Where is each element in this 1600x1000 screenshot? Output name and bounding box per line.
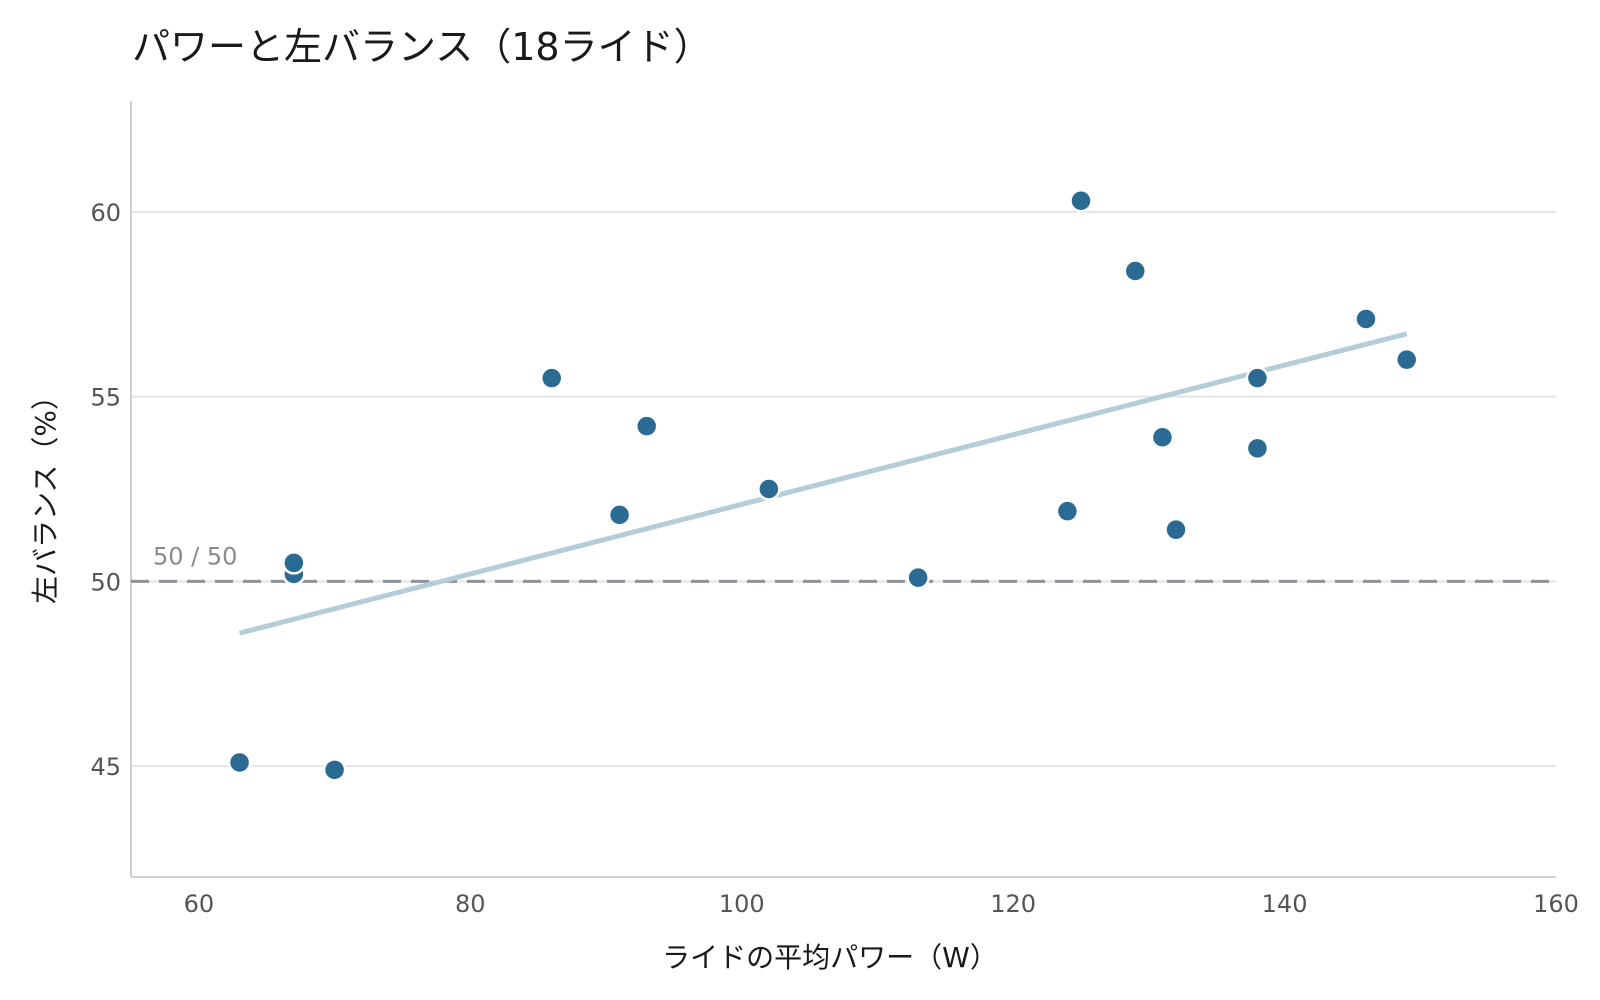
x-tick-label-100: 100 [719, 890, 765, 918]
grid-layer [131, 210, 1556, 768]
chart-title: パワーと左バランス（18ライド） [132, 25, 712, 69]
tick-layer: 45 50 55 60 60 80 100 120 140 160 [90, 199, 1578, 918]
y-tick-label-45: 45 [90, 753, 121, 781]
data-point [227, 750, 252, 775]
data-point [1055, 499, 1080, 523]
x-tick-label-160: 160 [1533, 890, 1579, 918]
data-point [1354, 307, 1378, 331]
y-tick-label-60: 60 [90, 199, 121, 227]
trend-layer [238, 331, 1408, 636]
data-point [906, 565, 930, 590]
axis-layer [130, 101, 1556, 878]
data-point [607, 503, 632, 527]
x-tick-label-120: 120 [990, 890, 1036, 918]
x-tick-label-140: 140 [1262, 890, 1308, 918]
trend-line [238, 331, 1408, 636]
data-point [1069, 189, 1093, 213]
data-point [757, 477, 781, 501]
data-point [1123, 259, 1148, 283]
x-axis-label: ライドの平均パワー（W） [662, 941, 998, 974]
data-point [1245, 436, 1270, 461]
data-point [282, 551, 306, 575]
data-point [1150, 425, 1175, 450]
data-point [1394, 347, 1419, 372]
y-axis-label: 左バランス（%） [29, 382, 62, 604]
x-tick-label-60: 60 [184, 890, 215, 918]
data-point [322, 758, 347, 782]
data-point [539, 366, 564, 390]
y-tick-label-55: 55 [90, 384, 121, 412]
x-tick-label-80: 80 [455, 890, 486, 918]
data-point [634, 414, 659, 438]
point-layer [227, 189, 1419, 782]
reference-layer: 50 / 50 [131, 542, 1556, 583]
data-point [1164, 517, 1188, 542]
data-point [1245, 366, 1270, 390]
y-tick-label-50: 50 [90, 568, 121, 596]
reference-line-label: 50 / 50 [153, 542, 237, 570]
